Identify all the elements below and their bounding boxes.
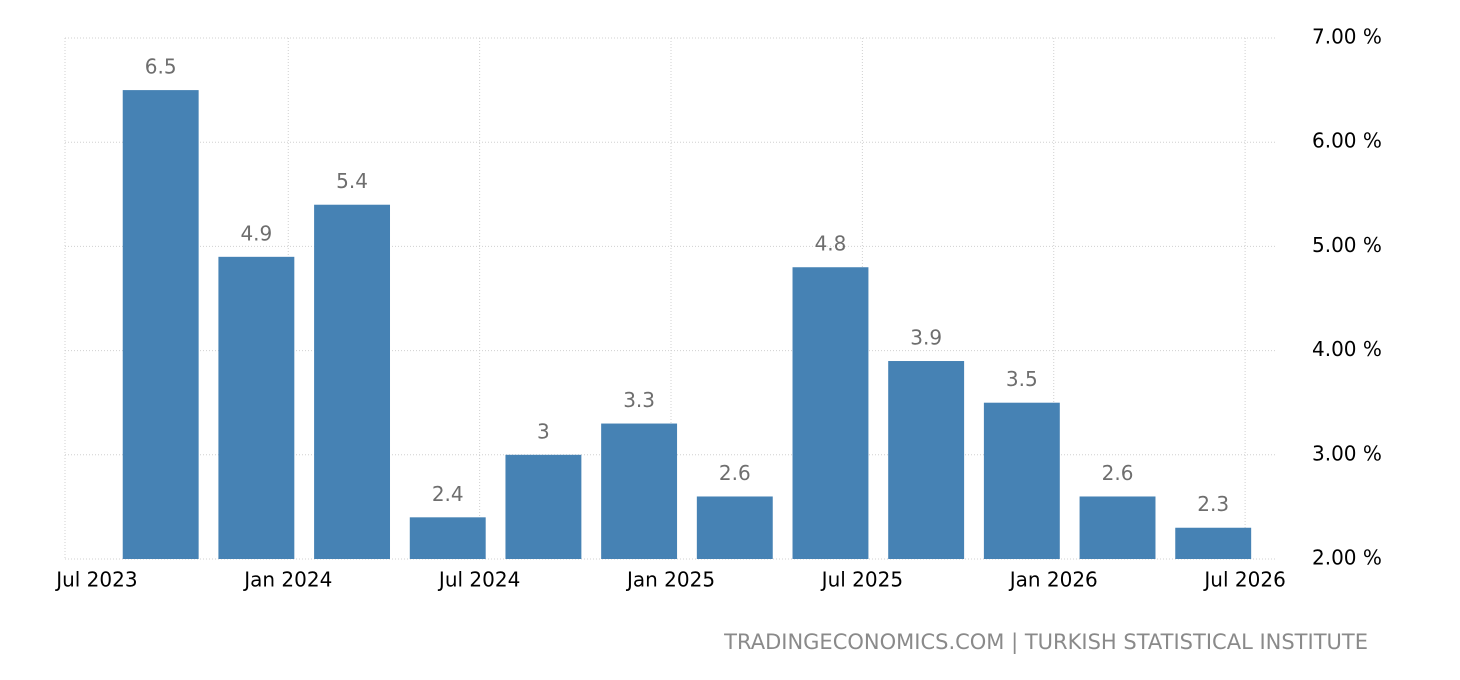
value-label: 3 bbox=[537, 419, 550, 443]
bar bbox=[1079, 496, 1156, 559]
value-label: 5.4 bbox=[336, 169, 368, 193]
bar bbox=[888, 361, 965, 559]
y-tick-label: 6.00 % bbox=[1312, 129, 1382, 153]
value-label: 3.3 bbox=[623, 388, 655, 412]
source: TRADINGECONOMICS.COM | TURKISH STATISTIC… bbox=[723, 630, 1368, 655]
y-tick-label: 5.00 % bbox=[1312, 233, 1382, 257]
x-tick-label: Jul 2024 bbox=[437, 568, 520, 592]
x-tick-label: Jan 2026 bbox=[1008, 568, 1098, 592]
bar bbox=[505, 454, 582, 559]
bar bbox=[314, 204, 391, 559]
value-label: 6.5 bbox=[145, 55, 177, 79]
x-tick-label: Jul 2023 bbox=[54, 568, 137, 592]
bar bbox=[983, 402, 1060, 559]
y-tick-label: 4.00 % bbox=[1312, 337, 1382, 361]
y-tick-label: 3.00 % bbox=[1312, 441, 1382, 465]
x-tick-label: Jan 2025 bbox=[625, 568, 715, 592]
x-tick-label: Jul 2026 bbox=[1202, 568, 1285, 592]
y-tick-label: 7.00 % bbox=[1312, 25, 1382, 49]
value-label: 2.3 bbox=[1197, 492, 1229, 516]
value-label: 2.6 bbox=[1102, 461, 1134, 485]
value-label: 3.9 bbox=[910, 326, 942, 350]
bar bbox=[696, 496, 773, 559]
value-label: 4.8 bbox=[815, 232, 847, 256]
value-label: 4.9 bbox=[240, 221, 272, 245]
value-label: 3.5 bbox=[1006, 367, 1038, 391]
x-tick-label: Jan 2024 bbox=[242, 568, 332, 592]
bar bbox=[792, 267, 869, 559]
value-label: 2.6 bbox=[719, 461, 751, 485]
value-label: 2.4 bbox=[432, 482, 464, 506]
bar bbox=[409, 517, 486, 559]
bar bbox=[601, 423, 678, 559]
y-tick-label: 2.00 % bbox=[1312, 546, 1382, 570]
x-tick-label: Jul 2025 bbox=[820, 568, 903, 592]
bar bbox=[218, 256, 295, 559]
bar bbox=[122, 90, 199, 559]
bar bbox=[1175, 527, 1252, 559]
